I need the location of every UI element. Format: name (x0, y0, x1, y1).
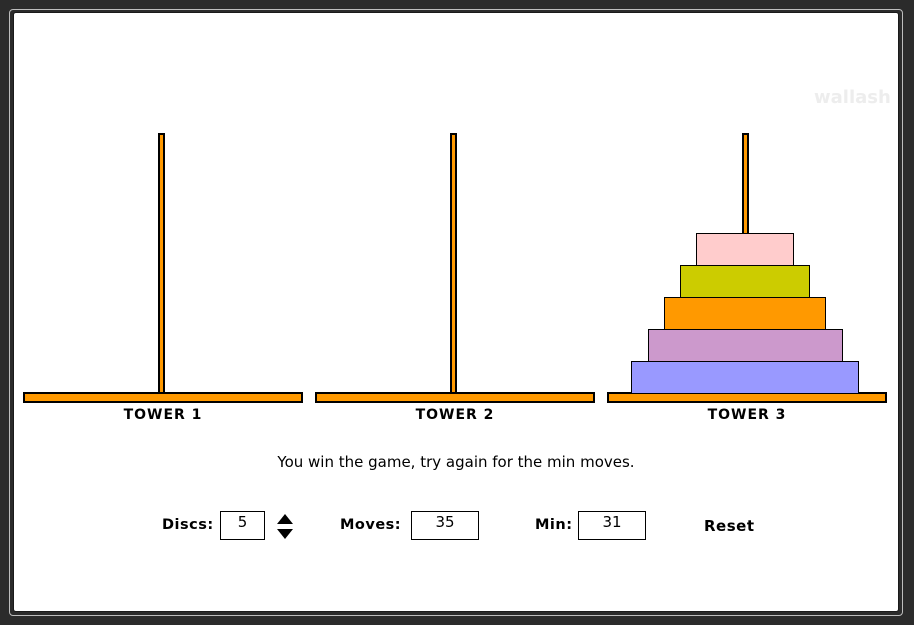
decrease-discs-arrow-icon[interactable] (276, 528, 294, 540)
tower-2-base[interactable] (315, 392, 595, 403)
disc-5 (631, 361, 859, 394)
moves-label: Moves: (340, 517, 402, 533)
tower-1-base[interactable] (23, 392, 303, 403)
reset-button[interactable]: Reset (704, 517, 755, 535)
game-stage: wallash TOWER 1 TOWER 2 TOWER 3 You win … (13, 12, 899, 612)
discs-field[interactable]: 5 (220, 511, 265, 540)
tower-1[interactable]: TOWER 1 (23, 13, 303, 433)
tower-3[interactable]: TOWER 3 (607, 13, 887, 433)
tower-2-pole[interactable] (450, 133, 457, 398)
status-message: You win the game, try again for the min … (277, 453, 635, 471)
tower-3-label: TOWER 3 (707, 407, 787, 423)
min-label: Min: (535, 517, 573, 533)
tower-2[interactable]: TOWER 2 (315, 13, 595, 433)
disc-2 (680, 265, 810, 298)
disc-3 (663, 297, 827, 330)
tower-2-label: TOWER 2 (415, 407, 495, 423)
moves-field: 35 (411, 511, 479, 540)
tower-1-pole[interactable] (158, 133, 165, 398)
min-field: 31 (578, 511, 646, 540)
disc-1[interactable] (696, 233, 794, 266)
watermark: wallash (814, 87, 891, 108)
disc-4 (647, 329, 843, 362)
increase-discs-arrow-icon[interactable] (276, 513, 294, 525)
tower-1-label: TOWER 1 (123, 407, 203, 423)
discs-label: Discs: (162, 517, 214, 533)
